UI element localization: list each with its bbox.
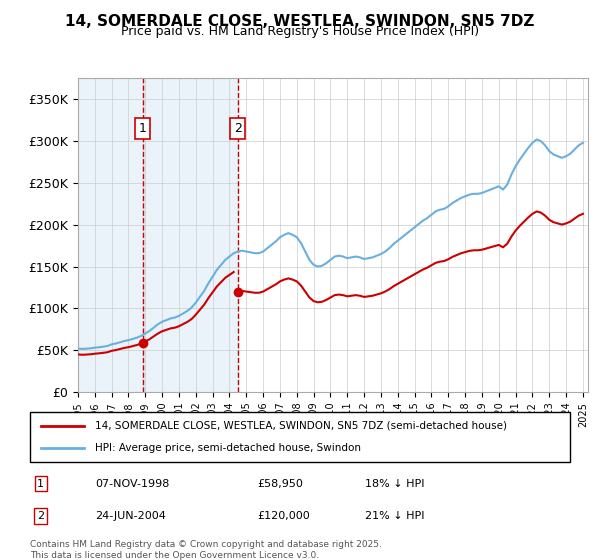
Text: Contains HM Land Registry data © Crown copyright and database right 2025.
This d: Contains HM Land Registry data © Crown c… [30, 540, 382, 560]
Text: 18% ↓ HPI: 18% ↓ HPI [365, 479, 424, 489]
Text: 14, SOMERDALE CLOSE, WESTLEA, SWINDON, SN5 7DZ: 14, SOMERDALE CLOSE, WESTLEA, SWINDON, S… [65, 14, 535, 29]
Text: £58,950: £58,950 [257, 479, 302, 489]
Text: Price paid vs. HM Land Registry's House Price Index (HPI): Price paid vs. HM Land Registry's House … [121, 25, 479, 38]
Text: 24-JUN-2004: 24-JUN-2004 [95, 511, 166, 521]
Bar [143, 78, 238, 392]
Text: 21% ↓ HPI: 21% ↓ HPI [365, 511, 424, 521]
Text: 1: 1 [37, 479, 44, 489]
FancyBboxPatch shape [30, 412, 570, 462]
Text: 2: 2 [37, 511, 44, 521]
Text: HPI: Average price, semi-detached house, Swindon: HPI: Average price, semi-detached house,… [95, 443, 361, 453]
Text: 07-NOV-1998: 07-NOV-1998 [95, 479, 169, 489]
Bar [78, 78, 143, 392]
Text: 2: 2 [233, 122, 242, 135]
Text: £120,000: £120,000 [257, 511, 310, 521]
Text: 14, SOMERDALE CLOSE, WESTLEA, SWINDON, SN5 7DZ (semi-detached house): 14, SOMERDALE CLOSE, WESTLEA, SWINDON, S… [95, 421, 507, 431]
Text: 1: 1 [139, 122, 147, 135]
